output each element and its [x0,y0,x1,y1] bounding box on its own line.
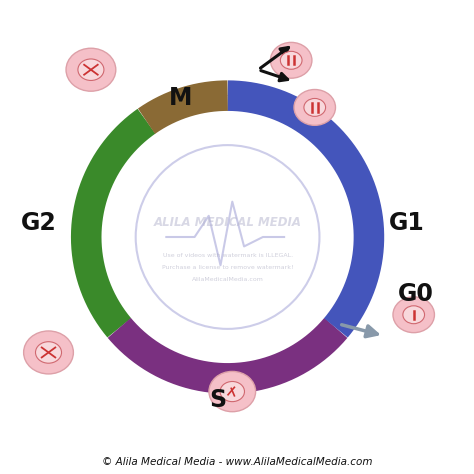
Ellipse shape [24,331,73,374]
Ellipse shape [36,342,62,363]
Ellipse shape [78,59,104,81]
Text: Purchase a license to remove watermark!: Purchase a license to remove watermark! [162,265,293,270]
Ellipse shape [209,372,255,412]
Ellipse shape [304,99,326,117]
Text: G1: G1 [389,211,425,235]
Ellipse shape [271,42,312,78]
Ellipse shape [66,48,116,91]
Text: G0: G0 [398,282,434,306]
Ellipse shape [393,297,435,333]
Text: © Alila Medical Media - www.AlilaMedicalMedia.com: © Alila Medical Media - www.AlilaMedical… [102,457,372,467]
Text: Use of videos with watermark is ILLEGAL.: Use of videos with watermark is ILLEGAL. [163,253,292,258]
Text: S: S [210,388,227,411]
Text: ALILA MEDICAL MEDIA: ALILA MEDICAL MEDIA [154,216,301,229]
Ellipse shape [280,51,302,69]
Ellipse shape [403,306,425,324]
Ellipse shape [220,382,245,401]
Text: AlilaMedicalMedia.com: AlilaMedicalMedia.com [191,277,264,282]
Text: M: M [169,86,192,110]
Ellipse shape [294,90,336,125]
Text: G2: G2 [21,211,57,235]
